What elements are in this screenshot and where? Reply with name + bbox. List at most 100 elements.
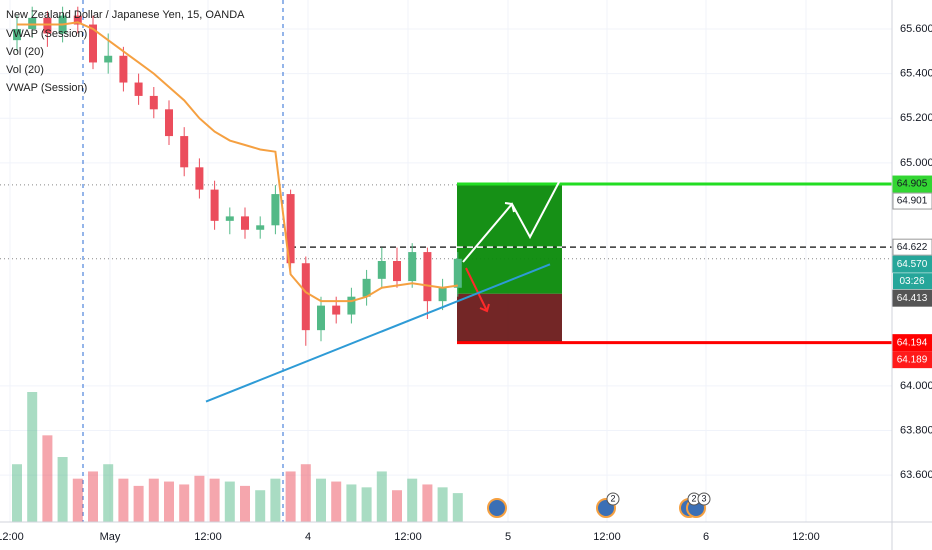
candle-body	[210, 189, 219, 221]
price-label: 64.413	[897, 293, 928, 304]
volume-bar	[194, 475, 205, 522]
candle-body	[408, 252, 417, 282]
price-label: 64.622	[897, 242, 928, 253]
volume-bar	[42, 435, 53, 522]
price-label-box	[892, 255, 932, 273]
candle-body	[165, 109, 173, 137]
price-label-box	[892, 175, 932, 193]
legend-item: VWAP (Session)	[6, 82, 87, 94]
candle-body	[180, 136, 189, 168]
trend-line	[205, 263, 551, 403]
price-label-box	[892, 289, 932, 307]
volume-bar	[88, 471, 98, 522]
price-label-box	[892, 192, 932, 210]
countdown-box	[893, 273, 932, 290]
legend-title: New Zealand Dollar / Japanese Yen, 15, O…	[6, 9, 245, 21]
volume-bar	[209, 478, 220, 522]
candle-body	[73, 15, 82, 25]
x-tick-label: 6	[703, 531, 709, 543]
drawings	[205, 163, 570, 403]
x-tick-label: 5	[505, 531, 511, 543]
candle-body	[393, 261, 401, 282]
candle-body	[423, 252, 432, 302]
badge-count: 3	[701, 493, 706, 503]
x-tick-label: 12:00	[194, 531, 222, 543]
y-tick-label: 63.600	[900, 469, 932, 481]
candle-body	[271, 194, 280, 226]
candle-body	[195, 167, 204, 190]
x-tick-label: 12:00	[394, 531, 422, 543]
axis-labels: 63.600 63.800 64.000 65.000 65.200 65.400 65.6…	[0, 23, 932, 543]
vwap-line	[17, 21, 458, 303]
candle-body	[104, 55, 113, 63]
profit-zone	[457, 184, 562, 294]
y-tick-label: 65.400	[900, 68, 932, 80]
volume-bar	[422, 484, 433, 522]
arrow	[465, 267, 490, 313]
legend: New Zealand Dollar / Japanese Yen, 15, O…	[6, 9, 245, 94]
badge	[697, 492, 711, 506]
volume-bar	[437, 487, 448, 522]
candle-body	[28, 17, 37, 29]
y-tick-label: 63.800	[900, 424, 932, 436]
y-tick-label: 65.600	[900, 23, 932, 35]
candle-body	[438, 287, 447, 302]
price-label: 64.189	[897, 354, 928, 365]
candle-body	[377, 261, 386, 279]
candle-body	[301, 263, 310, 331]
candle-body	[241, 216, 249, 230]
volume-bar	[240, 485, 250, 522]
price-label-box	[892, 238, 932, 256]
volume-bar	[224, 481, 235, 522]
grid	[0, 0, 892, 522]
price-label-box	[892, 351, 932, 369]
volume-bar	[270, 478, 281, 522]
volume-bar	[255, 490, 266, 522]
candle-body	[453, 258, 462, 288]
candle-body	[362, 278, 371, 297]
candle-body	[256, 225, 265, 230]
volume-bar	[346, 484, 357, 522]
candle-body	[119, 55, 128, 83]
price-label: 64.901	[897, 196, 928, 207]
volume-bar	[179, 484, 190, 522]
volume-bar	[331, 481, 342, 522]
y-tick-label: 64.000	[900, 380, 932, 392]
candle-body	[43, 17, 52, 34]
volume-bar	[164, 481, 174, 522]
event-icon	[487, 498, 507, 518]
candle-body	[317, 305, 325, 331]
volume-bar	[72, 478, 83, 522]
legend-item: VWAP (Session)	[6, 28, 87, 40]
price-label: 64.570	[897, 259, 928, 270]
volume-bar	[407, 478, 418, 522]
volume-bar	[361, 487, 372, 522]
volume-bar	[27, 392, 38, 522]
plot	[12, 6, 892, 522]
badge	[606, 492, 620, 506]
volume-bar	[148, 478, 159, 522]
volume-bar	[12, 464, 22, 522]
volume-bar	[57, 457, 68, 522]
volume-bar	[285, 471, 296, 522]
countdown: 03:26	[899, 276, 924, 287]
x-tick-label: 4	[305, 531, 311, 543]
candle-body	[149, 95, 158, 110]
candle-body	[134, 82, 143, 96]
legend-item: Vol (20)	[6, 46, 44, 58]
candle-body	[89, 24, 97, 63]
badge-count: 2	[691, 493, 696, 503]
x-tick-label: May	[100, 531, 121, 543]
volume-bar	[118, 478, 129, 522]
price-label-box	[892, 334, 932, 352]
y-tick-label: 65.000	[900, 157, 932, 169]
volume-bar	[103, 464, 114, 522]
volume-bar	[376, 471, 387, 522]
candle-body	[13, 29, 21, 41]
candle-body	[225, 216, 234, 221]
loss-zone	[457, 293, 562, 343]
volume-bar	[452, 493, 463, 522]
volume-bar	[392, 490, 402, 522]
candle-body	[286, 194, 295, 264]
